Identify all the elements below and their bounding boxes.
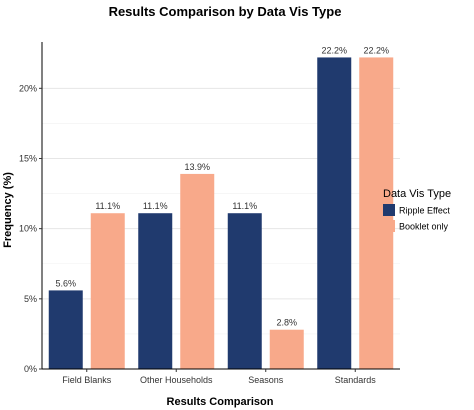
data-label: 11.1%: [143, 201, 168, 211]
x-tick-label: Other Households: [140, 375, 213, 385]
bar-ripple-effect: [138, 213, 173, 369]
bar-booklet-only: [180, 173, 215, 369]
bar-ripple-effect: [317, 57, 352, 369]
bar-ripple-effect: [227, 213, 262, 369]
legend-swatch: [383, 220, 395, 232]
legend-title: Data Vis Type: [383, 188, 451, 200]
data-label: 11.1%: [95, 201, 120, 211]
legend-item-label: Ripple Effect: [399, 206, 450, 216]
data-label: 11.1%: [232, 201, 257, 211]
y-tick-label: 20%: [19, 83, 37, 93]
y-tick-label: 15%: [19, 153, 37, 163]
x-tick-label: Seasons: [248, 375, 284, 385]
bar-booklet-only: [90, 213, 125, 369]
x-tick-label: Standards: [335, 375, 377, 385]
data-label: 5.6%: [55, 278, 76, 288]
chart-title: Results Comparison by Data Vis Type: [109, 4, 342, 19]
y-tick-label: 0%: [24, 364, 37, 374]
y-axis-ticks: 0% 5% 10% 15% 20%: [19, 83, 42, 374]
y-axis-title: Frequency (%): [2, 172, 14, 248]
data-labels: 5.6% 11.1% 11.1% 13.9% 11.1% 2.8% 22.2% 22.2%: [55, 45, 389, 327]
x-axis-title: Results Comparison: [167, 396, 274, 408]
data-label: 22.2%: [321, 45, 347, 55]
data-label: 2.8%: [276, 318, 297, 328]
y-tick-label: 10%: [19, 224, 37, 234]
x-axis-ticks: Field Blanks Other Households Seasons Stand…: [62, 369, 376, 385]
data-label: 22.2%: [363, 45, 389, 55]
bars: [48, 57, 394, 369]
x-tick-label: Field Blanks: [62, 375, 112, 385]
data-label: 13.9%: [184, 162, 210, 172]
legend-item-label: Booklet only: [399, 222, 449, 232]
bar-ripple-effect: [48, 290, 83, 369]
y-tick-label: 5%: [24, 294, 37, 304]
legend-swatch: [383, 204, 395, 216]
legend: Data Vis Type Ripple Effect Booklet only: [383, 188, 451, 232]
bar-booklet-only: [269, 329, 304, 369]
